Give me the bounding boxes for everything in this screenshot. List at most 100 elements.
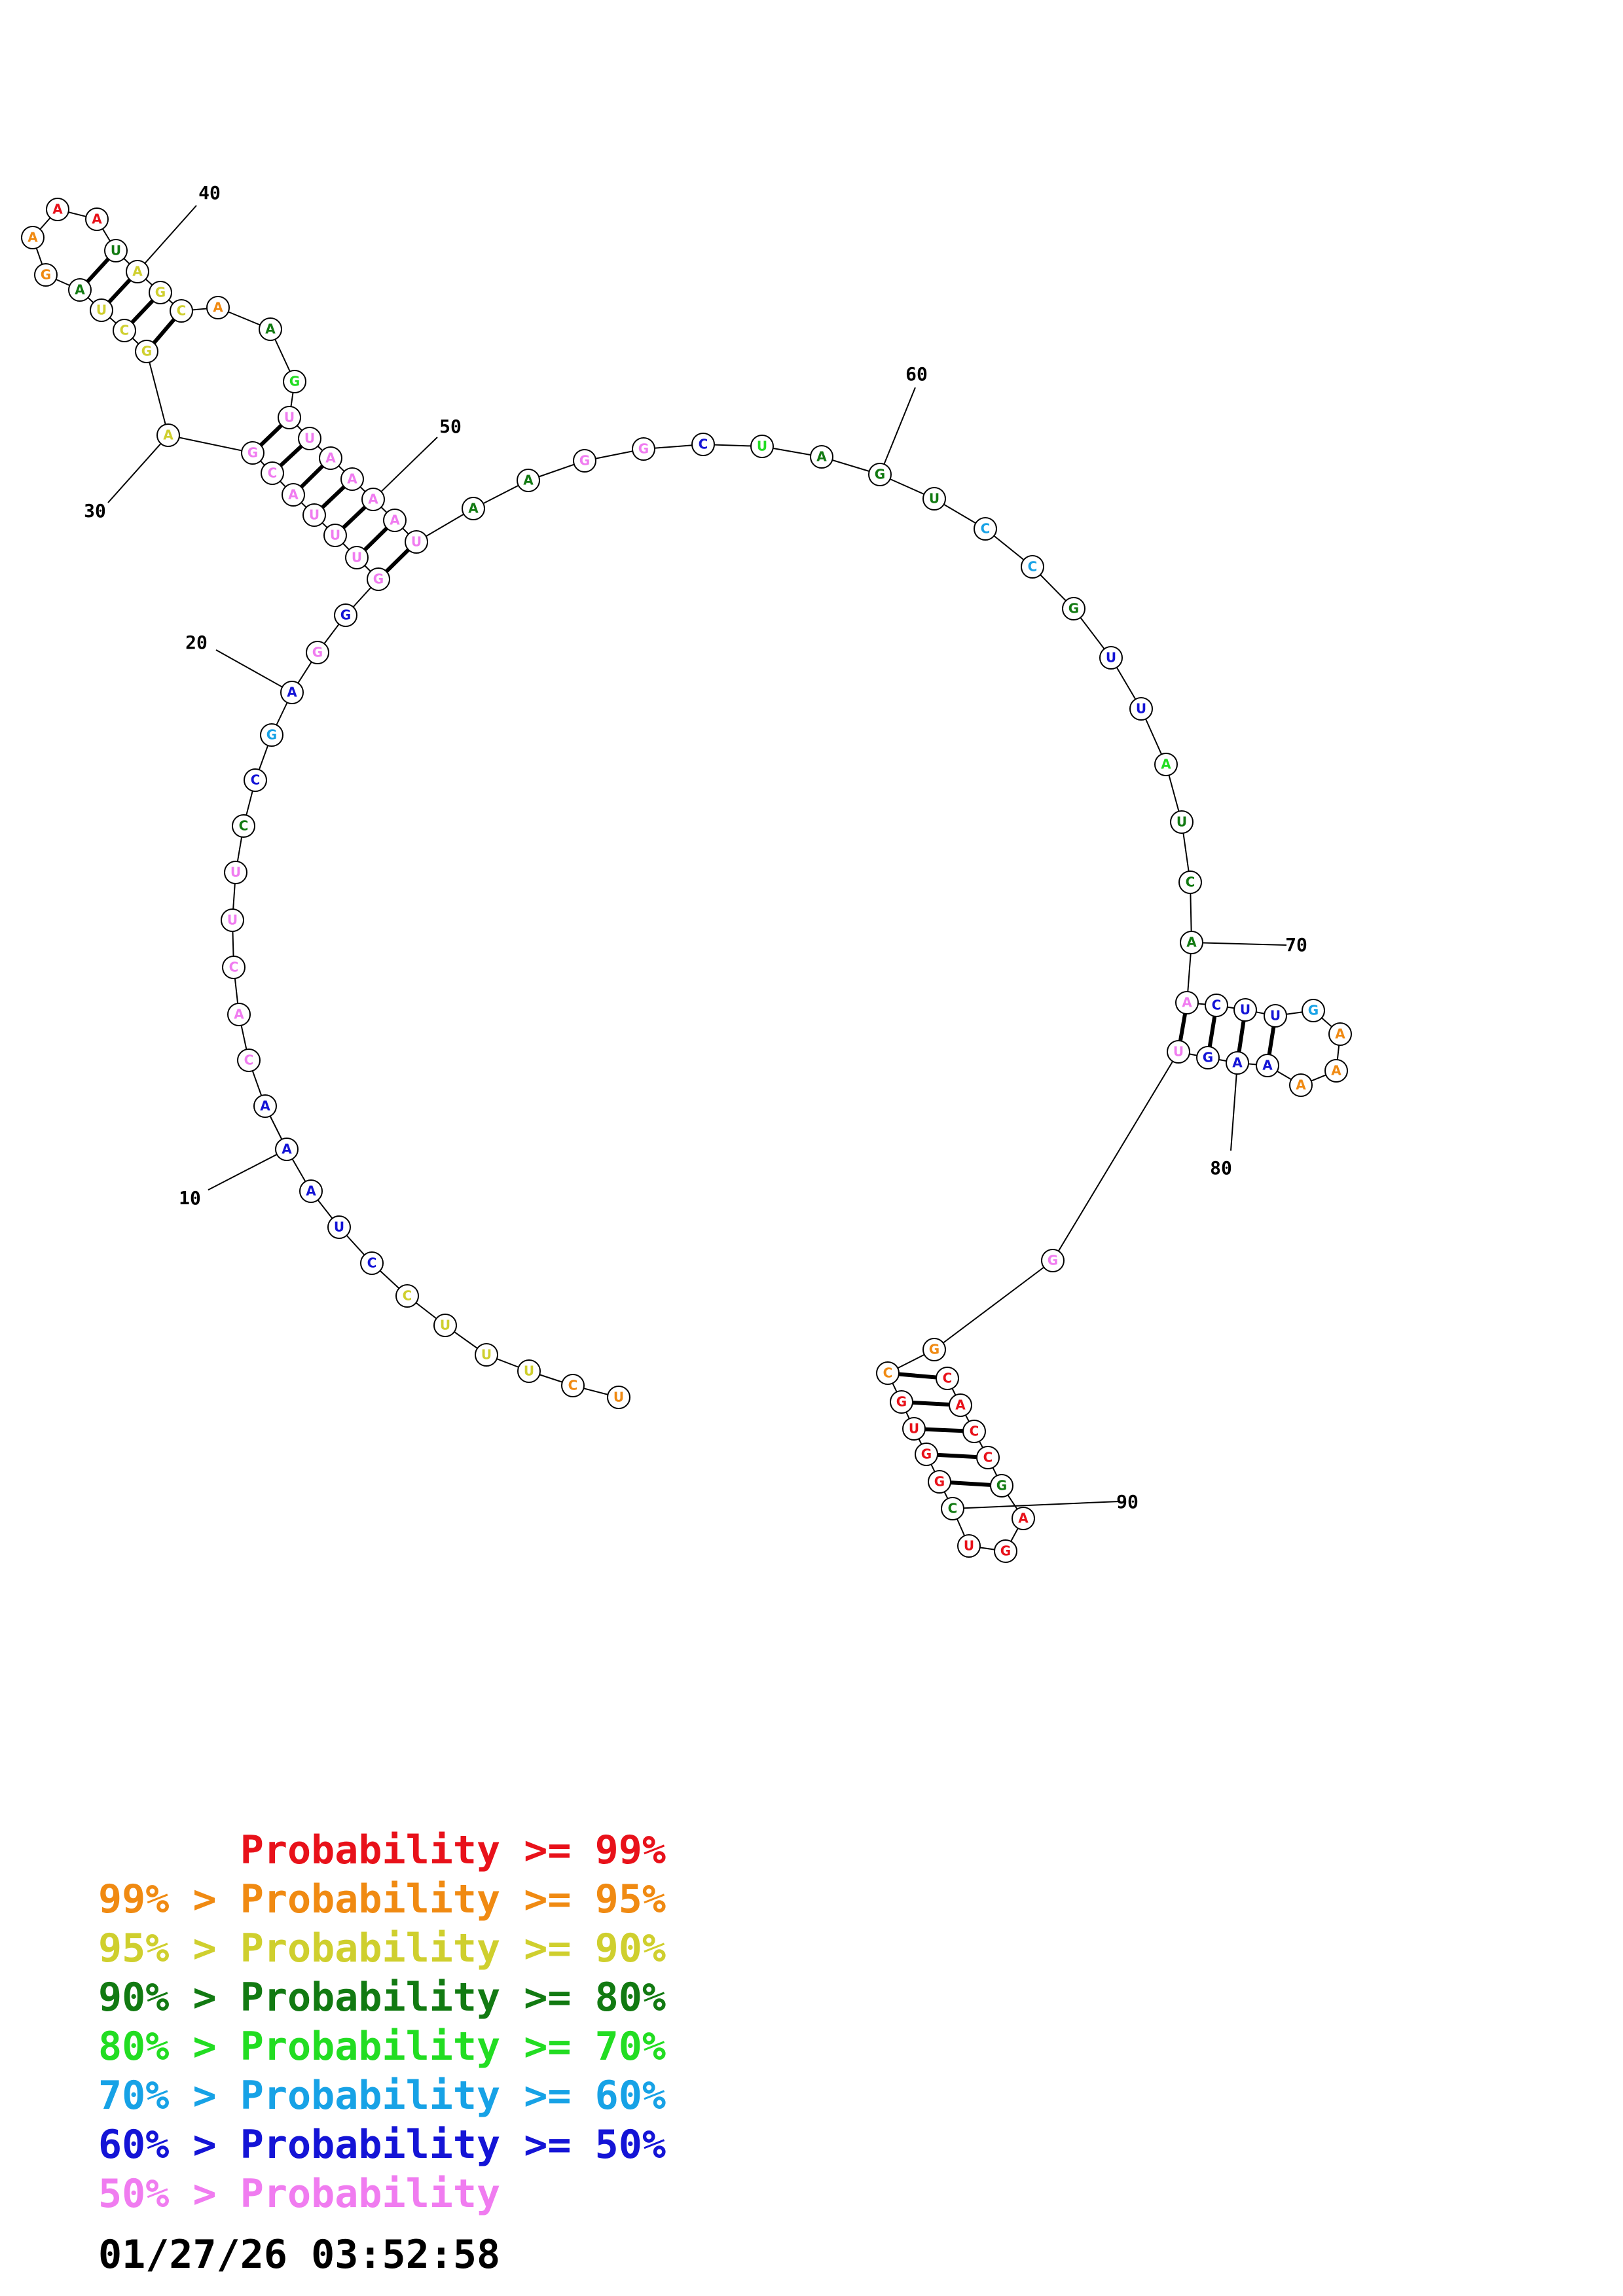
position-label: 60 [905,363,928,385]
nucleotide-circle [360,1251,384,1275]
nucleotide-circle [1302,999,1325,1022]
nucleotide-base-label: A [287,685,297,700]
nucleotide-circle [1226,1051,1249,1075]
backbone-segment [1052,1051,1179,1261]
nucleotide-base-label: G [1068,601,1079,617]
nucleotide-base-label: U [284,410,295,425]
nucleotide: A [361,488,385,511]
legend-prefix: 70% > [98,2073,240,2119]
nucleotide-circle [46,198,69,221]
nucleotide-circle [922,1338,946,1361]
nucleotide-circle [104,239,128,262]
nucleotide-base-label: A [1186,935,1197,950]
nucleotide-base-label: A [288,487,299,503]
nucleotide: U [405,530,428,554]
nucleotide-circle [383,509,407,532]
nucleotide: A [280,681,304,704]
nucleotide: C [222,956,246,979]
nucleotide-circle [405,530,428,554]
nucleotide-base-label: A [325,450,336,466]
nucleotide-circle [261,461,284,485]
nucleotide-base-label: U [411,534,422,550]
legend-prefix: 90% > [98,1975,240,2020]
nucleotide-circle [327,1215,351,1239]
nucleotide: C [170,299,193,323]
nucleotide-circle [149,281,172,304]
nucleotide-circle [259,317,282,341]
base-pair-bond [1178,1013,1188,1041]
base-pair-bond [279,444,303,467]
nucleotide-base-label: G [340,607,351,623]
nucleotide: G [1062,597,1085,620]
nucleotide: A [206,296,230,319]
nucleotide-base-label: U [1176,814,1187,830]
nucleotide-base-label: G [141,344,152,359]
nucleotide-circle [607,1386,630,1409]
nucleotide: A [1226,1051,1249,1075]
nucleotide-base-label: G [1308,1003,1319,1018]
nucleotide-base-label: U [929,491,939,507]
nucleotide-base-label: C [244,1052,254,1068]
base-pair-bond [259,423,283,447]
nucleotide-base-label: G [1203,1050,1213,1066]
nucleotide-base-label: U [524,1363,534,1379]
nucleotide-circle [90,298,113,322]
nucleotide-circle [282,483,305,507]
nucleotide: U [345,546,369,569]
nucleotide-circle [949,1393,972,1417]
nucleotide: G [1041,1249,1065,1272]
nucleotide-base-label: A [52,202,63,217]
nucleotide: A [259,317,282,341]
position-leader-line [1202,942,1287,946]
nucleotide: C [561,1374,585,1397]
nucleotide-base-label: A [1018,1511,1029,1526]
legend-row: 95% > Probability >= 90% [98,1924,666,1973]
nucleotide: G [573,449,596,473]
nucleotide: A [68,278,92,302]
nucleotide-circle [323,524,347,547]
nucleotide: C [936,1367,959,1390]
nucleotide-circle [810,445,833,469]
nucleotide-base-label: U [352,550,362,565]
legend-text: Probability >= 90% [240,1926,666,1971]
nucleotide-base-label: A [282,1141,292,1157]
position-leader-line [380,437,438,492]
nucleotide-base-label: C [239,818,249,834]
nucleotide: U [323,524,347,547]
nucleotide-circle [475,1343,498,1367]
nucleotide: A [227,1003,251,1026]
position-leader-line [883,387,916,465]
position-label: 50 [439,416,462,437]
nucleotide-base-label: A [1262,1058,1273,1073]
nucleotide: A [282,483,305,507]
nucleotide-base-label: C [251,772,261,788]
nucleotide-circle [990,1474,1013,1498]
nucleotide: U [1129,697,1153,721]
nucleotide-base-label: A [1182,995,1192,1011]
nucleotide-base-label: A [260,1098,270,1114]
nucleotide-base-label: C [699,437,708,452]
nucleotide: C [395,1284,419,1308]
nucleotide-base-label: G [312,645,323,660]
nucleotide-base-label: U [330,528,340,543]
nucleotide-circle [299,1179,323,1203]
nucleotide-base-label: C [883,1365,893,1381]
base-pair-bonds [86,257,1276,1487]
nucleotide-base-label: A [306,1183,316,1199]
nucleotide-circle [573,449,596,473]
timestamp: 01/27/26 03:52:58 [98,2232,501,2278]
legend-row: 80% > Probability >= 70% [98,2022,666,2072]
position-label: 80 [1210,1157,1232,1179]
base-pair-bond [950,1480,991,1487]
nucleotide-circle [280,681,304,704]
nucleotide-base-label: G [638,441,649,457]
nucleotide: A [1289,1073,1313,1097]
nucleotide-circle [156,423,180,447]
nucleotide-base-label: G [373,571,384,587]
position-label: 20 [185,632,208,653]
base-pair-bond [152,317,176,345]
nucleotide: G [306,641,329,664]
nucleotide: U [302,503,326,527]
legend-text: Probability >= 70% [240,2024,666,2070]
nucleotide-circle [1180,931,1203,954]
